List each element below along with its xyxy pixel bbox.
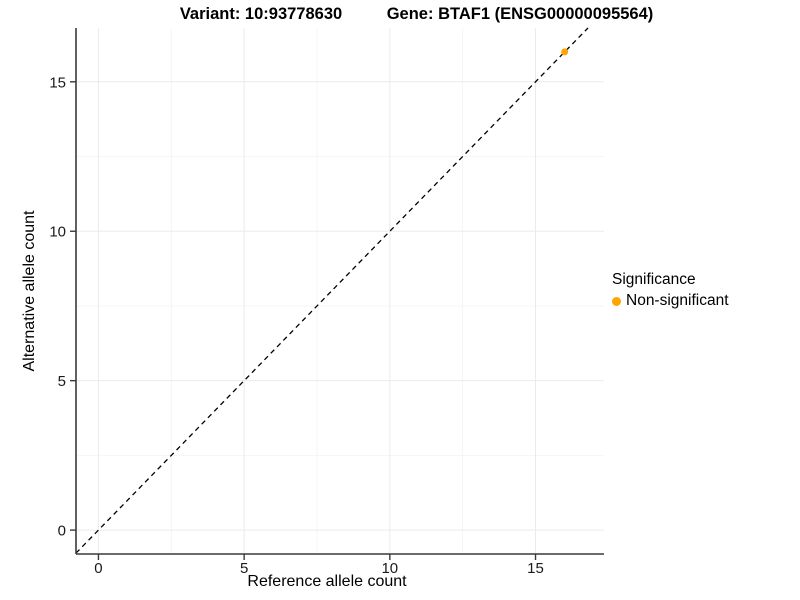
identity-line <box>75 27 589 554</box>
point-key-icon <box>612 296 621 306</box>
y-tick-label: 0 <box>58 523 66 540</box>
legend-entry: Non-significant <box>612 292 729 310</box>
x-tick-label: 5 <box>240 560 248 577</box>
gene-title: Gene: BTAF1 (ENSG00000095564) <box>386 5 654 23</box>
y-tick-label: 10 <box>49 224 66 241</box>
x-axis-label: Reference allele count <box>247 573 407 590</box>
y-tick-label: 15 <box>49 74 66 91</box>
x-tick-label: 10 <box>381 560 398 577</box>
x-tick-label: 0 <box>94 560 102 577</box>
legend-title: Significance <box>612 271 696 288</box>
variant-title: Variant: 10:93778630 <box>179 5 343 23</box>
data-point <box>561 48 569 56</box>
legend: Significance Non-significant <box>612 271 729 310</box>
y-tick-label: 5 <box>58 373 66 390</box>
legend-entry-label: Non-significant <box>626 292 729 309</box>
x-tick-label: 15 <box>527 560 544 577</box>
y-axis-label: Alternative allele count <box>21 210 38 372</box>
